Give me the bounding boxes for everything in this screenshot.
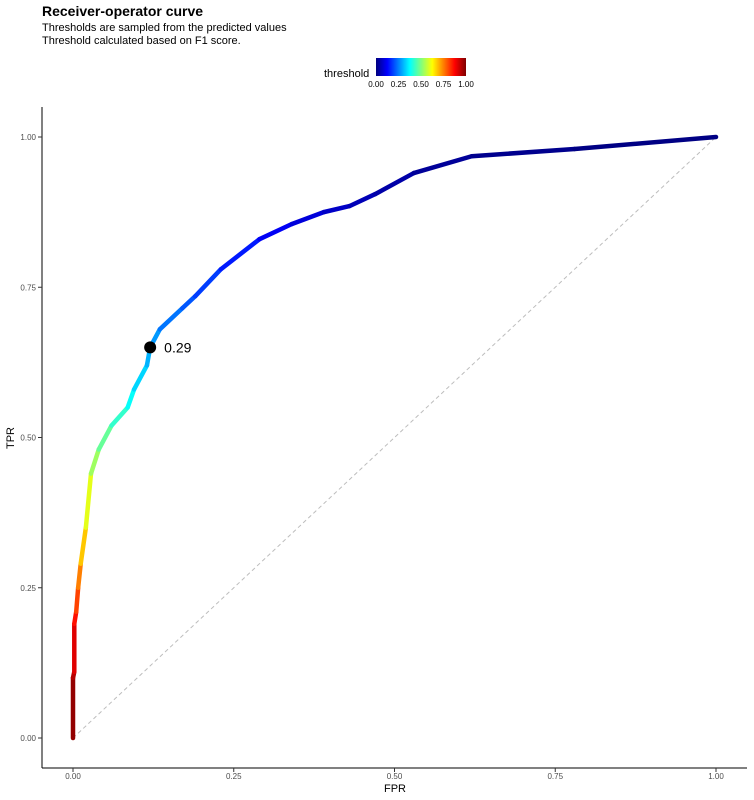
x-tick-label-3: 0.75 [547, 772, 563, 781]
roc-curve-segment-21 [321, 203, 352, 215]
legend-title: threshold [324, 68, 370, 80]
roc-curve-segment-11 [125, 387, 137, 410]
roc-curve-segment-24 [411, 153, 474, 176]
roc-curve-segment-4 [73, 585, 81, 615]
legend-tick-0: 0.00 [368, 80, 384, 89]
roc-curve-segment-26 [572, 134, 719, 152]
y-tick-label-0: 0.00 [20, 734, 36, 743]
legend-colorbar [376, 58, 466, 76]
x-tick-label-1: 0.25 [226, 772, 242, 781]
y-axis-label: TPR [5, 427, 17, 449]
diagonal-reference-line [72, 136, 717, 739]
roc-curve-segment-5 [75, 561, 83, 590]
roc-curve-segment-6 [78, 525, 89, 566]
x-tick-label-2: 0.50 [387, 772, 403, 781]
legend-tick-4: 1.00 [458, 80, 474, 89]
roc-curve-segment-18 [218, 236, 262, 272]
roc-curve-segment-20 [289, 209, 327, 227]
roc-curve-segment-9 [96, 423, 114, 452]
y-tick-label-3: 0.75 [20, 283, 36, 292]
chart-title: Receiver-operator curve [42, 3, 204, 19]
roc-curve-segment-12 [131, 363, 150, 392]
legend-tick-3: 0.75 [435, 80, 452, 89]
roc-curve-segment-17 [192, 266, 224, 299]
roc-curve-segment-25 [469, 146, 577, 159]
roc-curve-segment-8 [88, 447, 101, 476]
y-tick-label-1: 0.25 [20, 584, 36, 593]
roc-curve-segment-16 [180, 294, 198, 311]
optimal-threshold-point [144, 341, 157, 354]
x-tick-label-4: 1.00 [708, 772, 724, 781]
y-tick-label-4: 1.00 [20, 133, 36, 142]
optimal-threshold-label: 0.29 [164, 339, 191, 355]
roc-curve-segment-10 [109, 405, 130, 428]
roc-curve-segment-19 [257, 221, 294, 242]
legend-tick-2: 0.50 [413, 80, 429, 89]
x-tick-label-0: 0.00 [65, 772, 81, 781]
chart-subtitle-2: Threshold calculated based on F1 score. [42, 35, 241, 47]
x-axis-label: FPR [384, 783, 406, 795]
roc-curve-segment-15 [157, 306, 185, 332]
y-tick-label-2: 0.50 [20, 434, 36, 443]
roc-curve-segment-23 [372, 170, 417, 197]
chart-subtitle-1: Thresholds are sampled from the predicte… [42, 22, 287, 34]
legend-ticks: 0.00 0.25 0.50 0.75 1.00 [366, 80, 486, 92]
roc-curve-segment-7 [83, 471, 94, 530]
legend-tick-1: 0.25 [390, 80, 407, 89]
roc-curve-segment-22 [347, 191, 378, 209]
